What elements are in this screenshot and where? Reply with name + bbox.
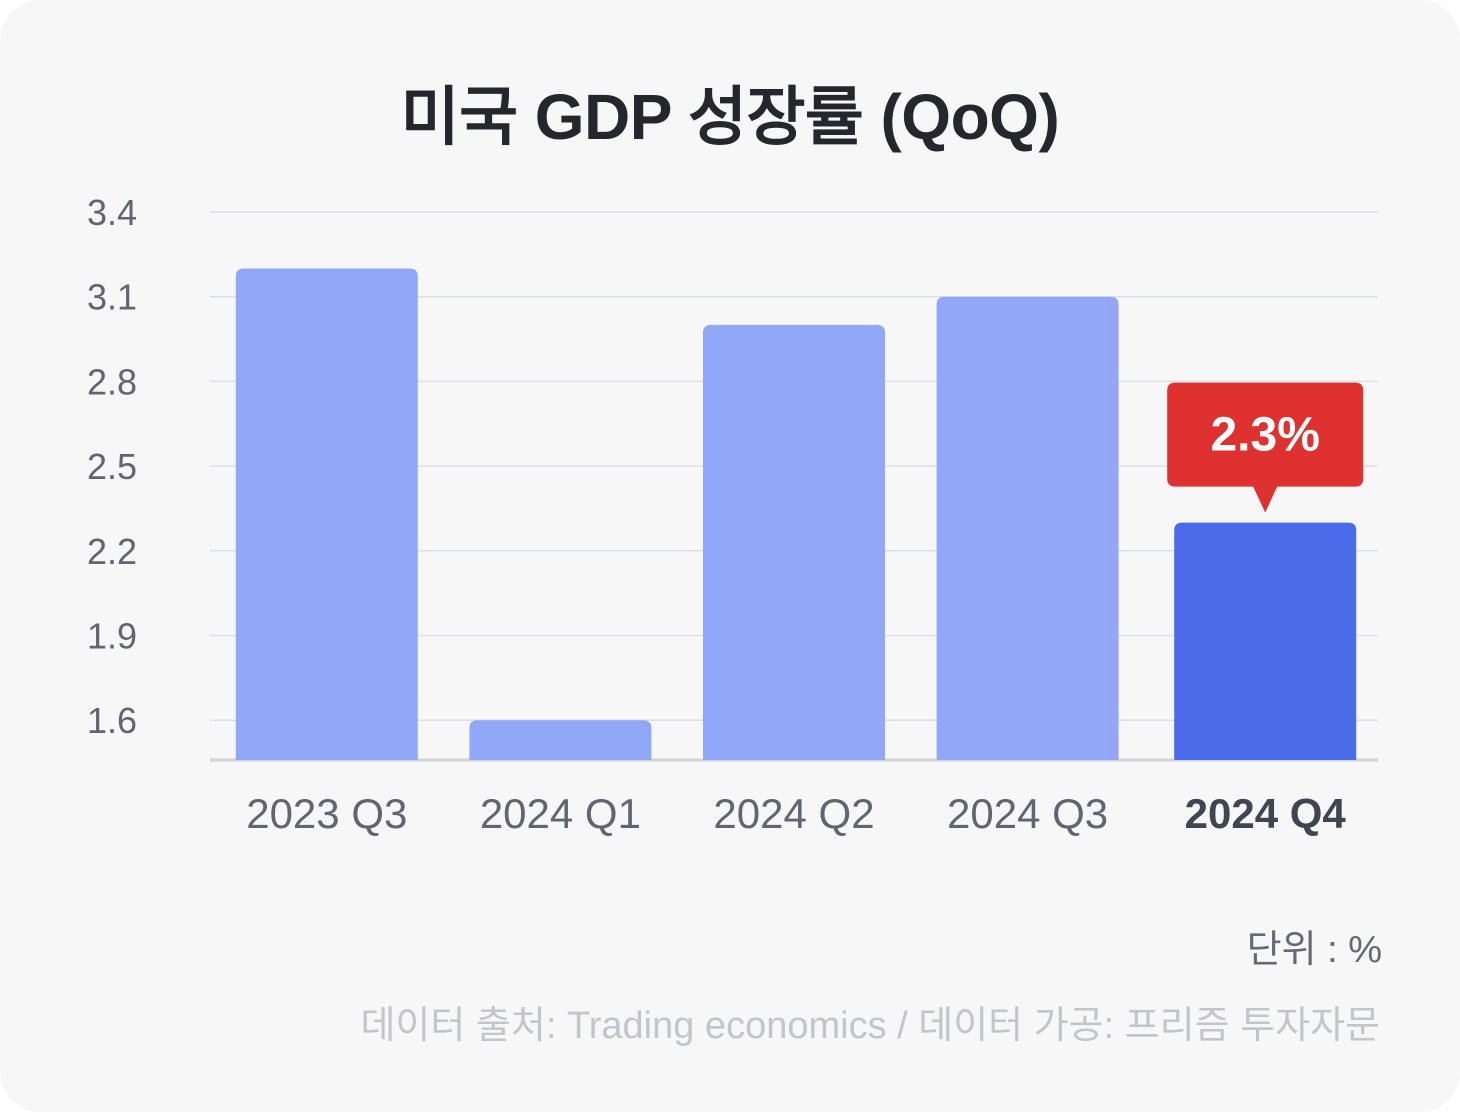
bar-2024-q4 xyxy=(1174,522,1357,760)
bar-2024-q2 xyxy=(703,324,885,760)
x-tick-label: 2024 Q3 xyxy=(947,790,1108,837)
y-tick-label: 2.2 xyxy=(87,531,137,572)
unit-label: 단위 : % xyxy=(1246,929,1382,971)
y-tick-label: 1.6 xyxy=(87,700,137,741)
data-source: 데이터 출처: Trading economics / 데이터 가공: 프리즘 … xyxy=(360,1005,1380,1047)
y-tick-label: 1.9 xyxy=(87,616,137,657)
bar-2023-q3 xyxy=(235,268,418,760)
y-tick-label: 2.5 xyxy=(87,446,137,487)
x-tick-label: 2024 Q2 xyxy=(713,790,874,837)
bar-2024-q3 xyxy=(936,296,1119,760)
x-tick-label: 2024 Q1 xyxy=(480,790,641,837)
y-tick-label: 3.1 xyxy=(87,277,137,318)
x-tick-label: 2024 Q4 xyxy=(1185,790,1347,837)
highlight-value-label: 2.3% xyxy=(1210,409,1319,462)
chart-title: 미국 GDP 성장률 (QoQ) xyxy=(400,81,1060,153)
bar-2024-q1 xyxy=(469,720,652,760)
highlight-callout xyxy=(1167,382,1364,513)
y-tick-label: 3.4 xyxy=(87,192,137,233)
y-tick-label: 2.8 xyxy=(87,361,137,402)
x-tick-label: 2023 Q3 xyxy=(246,790,407,837)
